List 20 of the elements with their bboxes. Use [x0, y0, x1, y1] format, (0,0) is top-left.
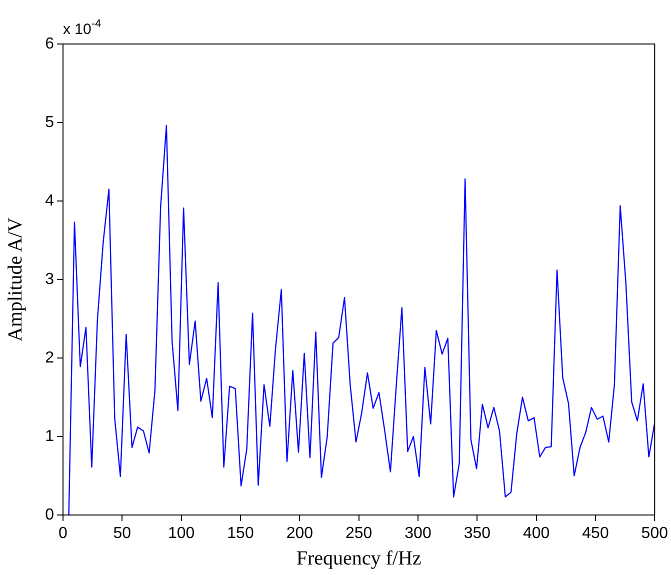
x-tick-label: 500 [641, 525, 668, 542]
x-tick-label: 450 [582, 525, 609, 542]
x-tick-label: 0 [58, 525, 68, 542]
x-tick-label: 100 [168, 525, 195, 542]
y-tick-label: 2 [45, 349, 54, 366]
y-tick-label: 4 [45, 192, 54, 210]
y-tick-label: 1 [45, 428, 54, 445]
x-tick-label: 250 [345, 525, 372, 542]
x-axis-title: Frequency f/Hz [296, 547, 422, 570]
y-tick-label: 6 [45, 35, 54, 52]
y-tick-label: 5 [45, 114, 54, 131]
x-tick-label: 200 [286, 525, 314, 542]
x-tick-label: 350 [464, 525, 491, 542]
y-tick-label: 3 [45, 270, 54, 288]
x-tick-label: 400 [522, 525, 550, 542]
x-tick-label: 300 [404, 525, 432, 542]
y-axis-title: Amplitude A/V [4, 217, 26, 342]
x-tick-label: 150 [227, 525, 254, 542]
x-tick-label: 50 [113, 525, 132, 542]
y-tick-label: 0 [45, 506, 54, 524]
